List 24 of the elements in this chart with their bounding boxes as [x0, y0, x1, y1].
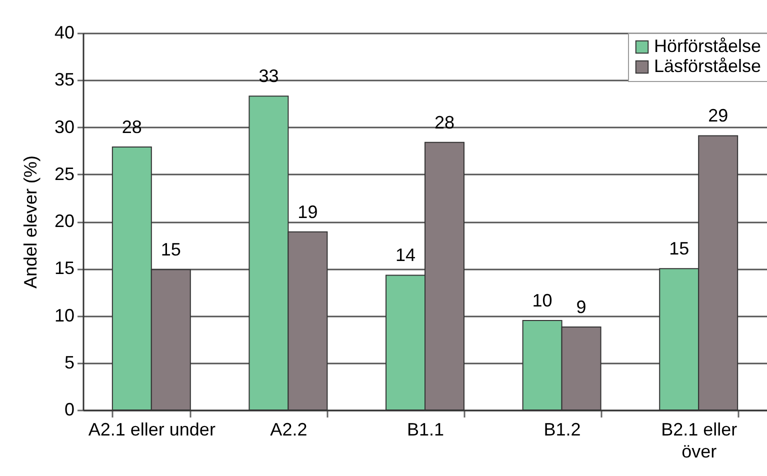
- y-tick-label: 25: [54, 164, 74, 184]
- y-tick-label: 5: [64, 352, 74, 372]
- data-label: 15: [160, 240, 181, 260]
- data-label: 29: [708, 106, 728, 126]
- y-tick-label: 30: [54, 116, 74, 137]
- y-tick-label: 0: [64, 400, 74, 420]
- y-tick-label: 40: [54, 22, 74, 42]
- x-tick-label: B1.1: [406, 420, 444, 440]
- y-tick-label: 10: [54, 305, 74, 326]
- legend-label: Hörförståelse: [654, 36, 762, 56]
- data-label: 19: [298, 202, 318, 222]
- x-tick-label: A2.2: [270, 420, 308, 440]
- data-label: 9: [576, 297, 586, 318]
- y-axis-title: Andel elever (%): [20, 155, 40, 289]
- y-tick-label: 35: [54, 70, 74, 90]
- data-label: 10: [532, 290, 552, 310]
- x-tick-label: B2.1 eller över: [661, 420, 738, 462]
- data-label: 14: [395, 245, 416, 266]
- y-tick-label: 15: [54, 258, 74, 278]
- x-tick-label: B1.2: [544, 420, 581, 440]
- y-tick-label: 20: [54, 211, 74, 231]
- data-label: 15: [669, 238, 690, 259]
- legend-label: Läsförståelse: [654, 56, 762, 76]
- x-tick-label: A2.1 eller under: [88, 420, 216, 440]
